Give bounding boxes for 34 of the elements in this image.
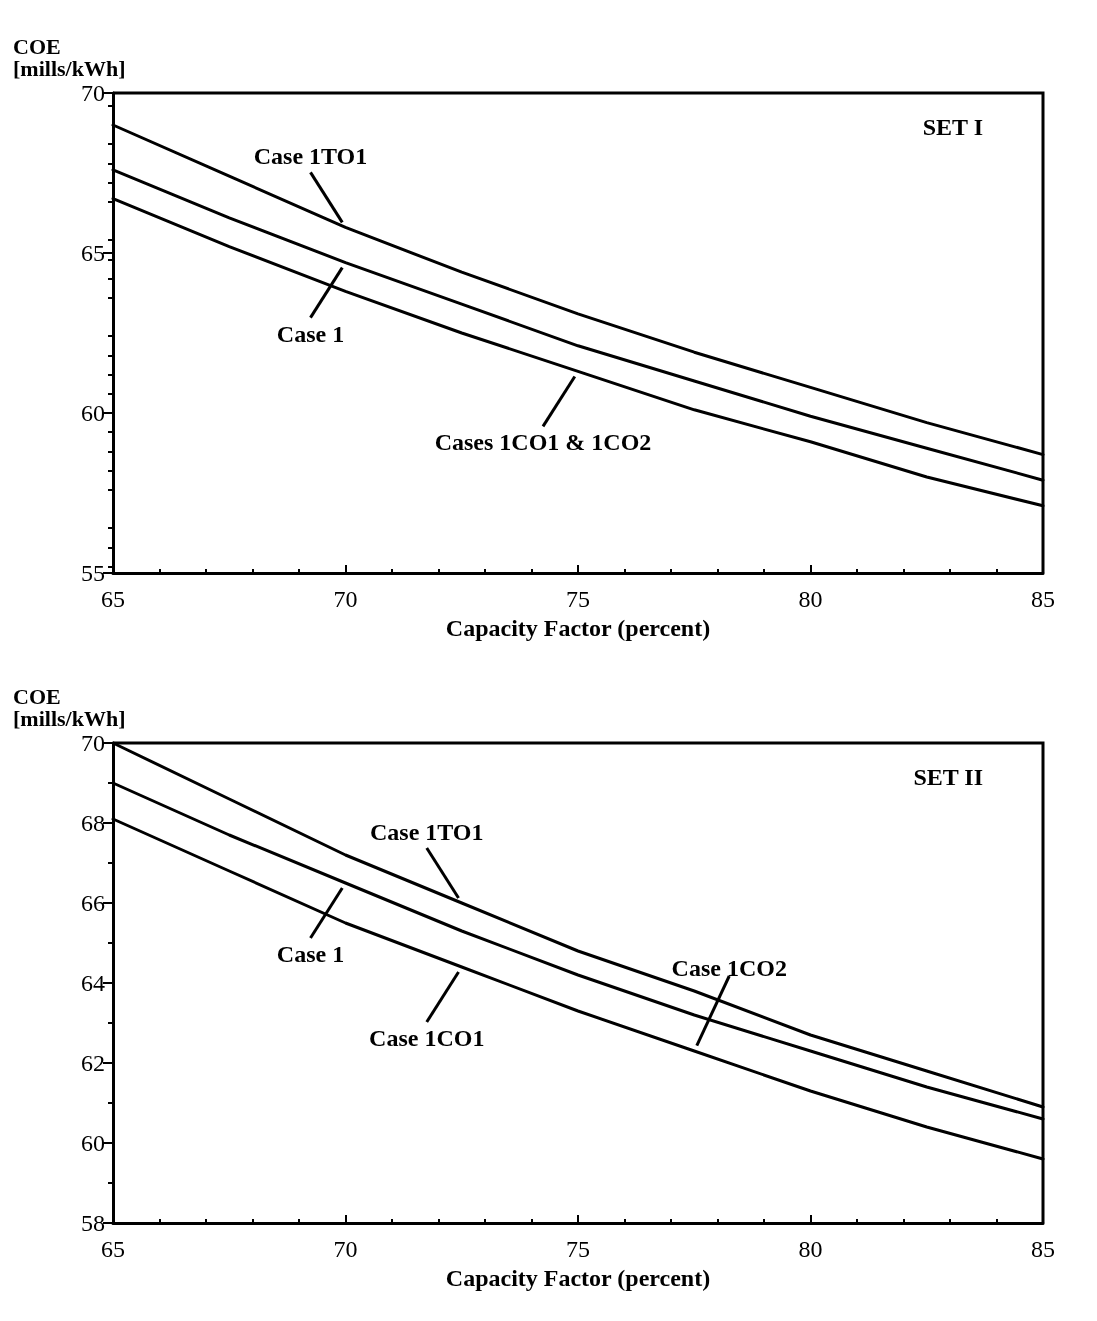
y-tick-label: 64	[81, 970, 105, 996]
x-tick-label: 65	[101, 586, 125, 612]
annotation: SET I	[922, 114, 983, 140]
x-axis-title: Capacity Factor (percent)	[445, 1264, 711, 1291]
x-tick-label: 85	[1031, 1236, 1055, 1262]
annotation: Case 1TO1	[369, 819, 484, 845]
x-tick-label: 80	[798, 1236, 823, 1262]
annotation: Cases 1CO1 & 1CO2	[434, 429, 652, 456]
annotation: SET II	[913, 764, 983, 790]
annotation: Case 1CO2	[671, 955, 787, 981]
y-tick-label: 58	[81, 1210, 105, 1236]
x-tick-label: 75	[566, 586, 590, 612]
y-tick-label: 68	[81, 810, 105, 836]
y-axis-title: COE [mills/kWh]	[13, 683, 126, 731]
x-axis-title: Capacity Factor (percent)	[445, 614, 711, 641]
x-tick-label: 80	[798, 586, 823, 612]
x-tick-label: 70	[333, 586, 358, 612]
x-tick-label: 65	[101, 1236, 125, 1262]
y-tick-label: 62	[81, 1050, 105, 1076]
x-tick-label: 75	[566, 1236, 590, 1262]
y-tick-label: 70	[81, 80, 105, 106]
annotation: Case 1	[276, 320, 345, 347]
y-tick-label: 70	[81, 730, 105, 756]
annotation: Case 1	[276, 941, 345, 967]
y-tick-label: 55	[81, 560, 105, 586]
annotation: Case 1CO1	[369, 1025, 485, 1051]
y-tick-label: 60	[81, 400, 105, 426]
y-tick-label: 66	[81, 890, 105, 916]
annotation: Case 1TO1	[253, 143, 368, 170]
y-tick-label: 60	[81, 1130, 105, 1156]
x-tick-label: 85	[1031, 586, 1055, 612]
y-tick-label: 65	[81, 240, 105, 266]
x-tick-label: 70	[333, 1236, 358, 1262]
y-axis-title: COE [mills/kWh]	[13, 33, 126, 81]
